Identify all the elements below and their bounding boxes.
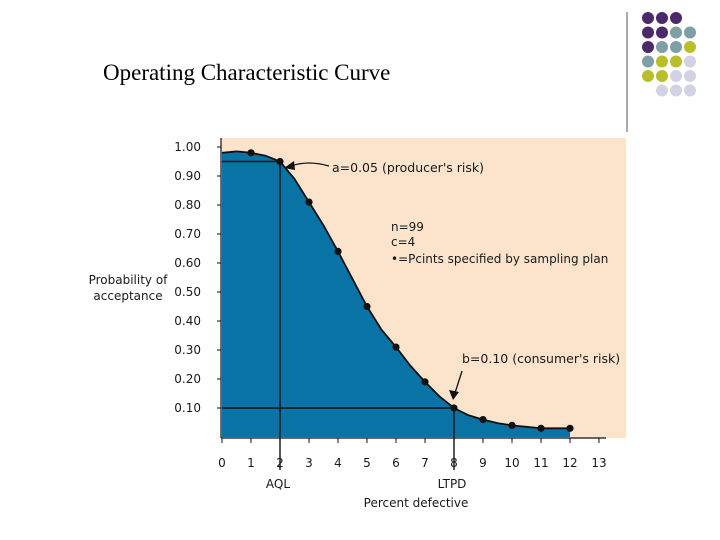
sampling-plan-point — [566, 424, 574, 432]
x-tick-label: 5 — [363, 456, 371, 470]
decoration-dot — [670, 55, 682, 68]
y-tick-label: 0.50 — [174, 285, 201, 299]
consumers-risk-arrow — [454, 370, 463, 394]
plan-c-annotation: c=4 — [391, 235, 415, 249]
sampling-plan-point — [537, 424, 545, 432]
decoration-dot — [684, 26, 696, 39]
decoration-dot — [670, 12, 682, 24]
x-tick-label: 2 — [276, 456, 284, 470]
corner-dot-decoration — [626, 12, 696, 132]
consumers-risk-arrowhead — [449, 390, 459, 400]
plan-points-annotation: •=Pcints specified by sampling plan — [391, 252, 608, 266]
aql-label: AQL — [266, 477, 290, 491]
decoration-dot — [670, 26, 682, 39]
x-tick-label: 4 — [334, 456, 342, 470]
x-axis-label: Percent defective — [364, 496, 469, 510]
sampling-plan-point — [479, 416, 487, 424]
y-tick-label: 0.20 — [174, 372, 201, 386]
y-tick-label: 0.90 — [174, 169, 201, 183]
y-tick-label: 0.40 — [174, 314, 201, 328]
decoration-dot — [642, 55, 654, 68]
y-tick-label: 0.30 — [174, 343, 201, 357]
decoration-dot — [642, 70, 654, 82]
decoration-dot — [642, 26, 654, 39]
x-tick-label: 12 — [562, 456, 577, 470]
x-tick-label: 0 — [218, 456, 226, 470]
x-tick-label: 8 — [450, 456, 458, 470]
x-tick-label: 11 — [533, 456, 548, 470]
sampling-plan-point — [363, 302, 371, 311]
y-tick-label: 0.60 — [174, 256, 201, 270]
y-tick-label: 0.10 — [174, 401, 201, 415]
sampling-plan-point — [392, 343, 400, 351]
decoration-dot — [684, 70, 696, 82]
slide-title: Operating Characteristic Curve — [103, 60, 391, 85]
y-tick-label: 0.70 — [174, 227, 201, 241]
decoration-dot — [656, 84, 668, 97]
decoration-dot — [670, 41, 682, 53]
sampling-plan-point — [247, 149, 255, 157]
ltpd-label: LTPD — [438, 477, 467, 491]
decoration-dot — [642, 41, 654, 53]
x-tick-label: 13 — [591, 456, 606, 470]
decoration-dot — [656, 55, 668, 68]
y-axis-label-line2: acceptance — [93, 289, 162, 303]
decoration-dot — [642, 12, 654, 24]
y-tick-label: 1.00 — [174, 140, 201, 154]
oc-curve-line — [221, 150, 570, 430]
y-tick-label: 0.80 — [174, 198, 201, 212]
x-tick-label: 6 — [392, 456, 400, 470]
decoration-dot — [670, 70, 682, 82]
decoration-dot — [684, 84, 696, 97]
acceptance-area-fill — [222, 151, 570, 437]
consumers-risk-annotation: b=0.10 (consumer's risk) — [462, 351, 620, 366]
sampling-plan-point — [508, 421, 516, 429]
decoration-dot — [656, 12, 668, 24]
producers-risk-annotation: a=0.05 (producer's risk) — [332, 160, 484, 175]
x-tick-label: 9 — [479, 456, 487, 470]
y-axis-label-line1: Probability of — [89, 273, 169, 287]
sampling-plan-point — [305, 198, 313, 206]
sampling-plan-point — [276, 157, 284, 166]
sampling-plan-point — [421, 378, 429, 386]
x-tick-label: 1 — [247, 456, 255, 470]
sampling-plan-point — [334, 247, 342, 255]
x-tick-label: 7 — [421, 456, 429, 470]
producers-risk-arrowhead — [284, 161, 295, 170]
decoration-dot — [656, 26, 668, 39]
plan-n-annotation: n=99 — [391, 220, 424, 234]
x-tick-label: 3 — [305, 456, 313, 470]
decoration-dot — [684, 55, 696, 68]
decoration-dot — [670, 84, 682, 97]
x-tick-label: 10 — [504, 456, 519, 470]
sampling-plan-point — [450, 404, 458, 412]
decoration-dot — [656, 70, 668, 82]
decoration-dot — [656, 41, 668, 53]
decoration-dot — [684, 41, 696, 53]
